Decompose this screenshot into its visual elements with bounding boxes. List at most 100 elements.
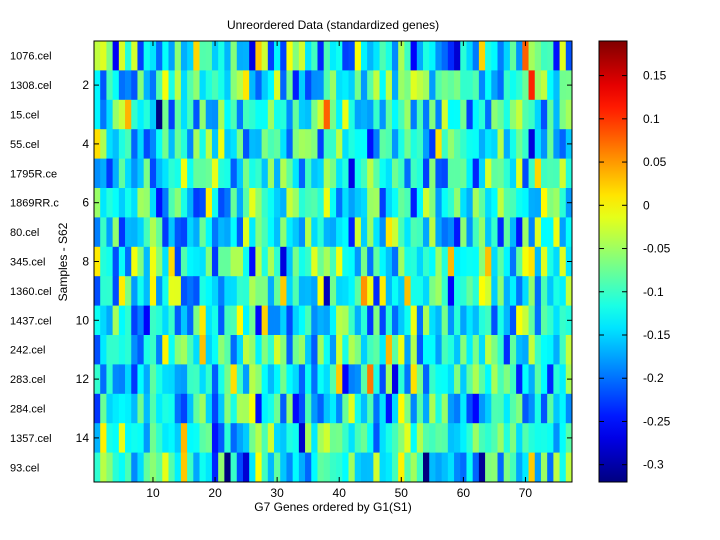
heatmap-cell-r6-c21 — [218, 188, 225, 218]
heatmap-cell-r3-c70 — [522, 99, 529, 130]
heatmap-cell-r10-c30 — [274, 305, 281, 336]
x-axis-ticks: 10 20 30 40 50 60 70 — [146, 41, 532, 500]
heatmap-cell-r15-c13 — [168, 452, 176, 483]
heatmap-cell-r6-c36 — [311, 188, 318, 218]
heatmap-cell-r11-c8 — [137, 335, 145, 365]
heatmap-cell-r15-c71 — [528, 452, 536, 483]
heatmap-cell-r7-c30 — [274, 217, 281, 248]
heatmap-cell-r6-c69 — [516, 188, 523, 218]
heatmap-cell-r11-c25 — [242, 335, 250, 365]
heatmap-cell-r15-c35 — [305, 452, 312, 483]
heatmap-cell-r14-c44 — [360, 423, 368, 453]
heatmap-cell-r4-c26 — [249, 129, 256, 159]
heatmap-cell-r4-c59 — [454, 129, 461, 159]
heatmap-cell-r1-c30 — [274, 41, 281, 71]
heatmap-cell-r11-c29 — [267, 335, 275, 365]
heatmap-cell-r7-c57 — [441, 217, 449, 248]
heatmap-cell-r14-c13 — [168, 423, 176, 453]
heatmap-cell-r10-c35 — [305, 305, 312, 336]
heatmap-cell-r13-c25 — [242, 393, 250, 424]
row-label: 1308.cel — [10, 80, 52, 92]
heatmap-cell-r7-c76 — [559, 217, 567, 248]
heatmap-cell-r9-c10 — [149, 276, 157, 306]
heatmap-cell-r4-c52 — [410, 129, 418, 159]
heatmap-cell-r8-c71 — [528, 246, 536, 277]
heatmap-cell-r4-c28 — [261, 129, 269, 159]
heatmap-cell-r11-c14 — [174, 335, 182, 365]
heatmap-cell-r13-c67 — [503, 393, 511, 424]
heatmap-cell-r3-c53 — [416, 99, 424, 130]
heatmap-cell-r11-c66 — [497, 335, 505, 365]
heatmap-cell-r11-c15 — [180, 335, 188, 365]
heatmap-cell-r15-c12 — [162, 452, 169, 483]
heatmap-cell-r5-c63 — [478, 158, 486, 189]
heatmap-cell-r12-c68 — [509, 364, 517, 395]
heatmap-cell-r2-c38 — [323, 70, 331, 101]
heatmap-cell-r5-c66 — [497, 158, 505, 189]
heatmap-cell-r14-c21 — [218, 423, 225, 453]
y-axis-ticks: 2 4 6 8 10 12 14 — [76, 78, 572, 445]
heatmap-cell-r14-c32 — [286, 423, 294, 453]
heatmap-cell-r3-c51 — [404, 99, 411, 130]
heatmap-cell-r6-c56 — [435, 188, 443, 218]
y-tick-label: 10 — [76, 313, 90, 327]
heatmap-cell-r3-c16 — [187, 99, 194, 130]
heatmap-cell-r10-c55 — [429, 305, 436, 336]
heatmap-cell-r6-c47 — [379, 188, 387, 218]
heatmap-cell-r13-c64 — [485, 393, 492, 424]
heatmap-cell-r14-c4 — [112, 423, 120, 453]
heatmap-cell-r2-c10 — [149, 70, 157, 101]
heatmap-cell-r4-c7 — [131, 129, 138, 159]
heatmap-cell-r1-c41 — [342, 41, 349, 71]
heatmap-cell-r14-c60 — [460, 423, 467, 453]
row-label: 1360.cel — [10, 286, 52, 298]
heatmap-cell-r4-c67 — [503, 129, 511, 159]
heatmap-cell-r4-c45 — [367, 129, 374, 159]
heatmap-cell-r10-c13 — [168, 305, 176, 336]
heatmap-cell-r14-c73 — [540, 423, 548, 453]
heatmap-cell-r15-c43 — [354, 452, 362, 483]
heatmap-cell-r9-c60 — [460, 276, 467, 306]
heatmap-cell-r4-c42 — [348, 129, 356, 159]
heatmap-cell-r15-c30 — [274, 452, 281, 483]
heatmap-cell-r14-c56 — [435, 423, 443, 453]
heatmap-cell-r13-c58 — [447, 393, 455, 424]
heatmap-cell-r4-c14 — [174, 129, 182, 159]
heatmap-cell-r4-c22 — [224, 129, 231, 159]
heatmap-cell-r8-c10 — [149, 246, 157, 277]
heatmap-cell-r13-c54 — [423, 393, 430, 424]
heatmap-cell-r2-c37 — [317, 70, 325, 101]
heatmap-cell-r14-c50 — [398, 423, 405, 453]
heatmap-cell-r8-c76 — [559, 246, 567, 277]
y-tick-label: 6 — [82, 196, 89, 210]
heatmap-cell-r8-c50 — [398, 246, 405, 277]
heatmap-cell-r10-c4 — [112, 305, 120, 336]
heatmap-cell-r4-c9 — [143, 129, 151, 159]
heatmap-cell-r12-c76 — [559, 364, 567, 395]
heatmap-cell-r7-c1 — [94, 217, 101, 248]
heatmap-cell-r15-c49 — [391, 452, 399, 483]
heatmap-cell-r10-c48 — [385, 305, 393, 336]
heatmap-cell-r2-c35 — [305, 70, 312, 101]
row-labels: 1076.cel 1308.cel 15.cel 55.cel 1795R.ce 1869… — [10, 51, 59, 475]
heatmap-cell-r15-c39 — [329, 452, 337, 483]
heatmap-cell-r14-c47 — [379, 423, 387, 453]
heatmap-cell-r8-c54 — [423, 246, 430, 277]
heatmap-cell-r12-c64 — [485, 364, 492, 395]
heatmap-cell-r5-c68 — [509, 158, 517, 189]
heatmap-cell-r12-c40 — [336, 364, 343, 395]
heatmap-cell-r7-c27 — [255, 217, 263, 248]
heatmap-cell-r9-c29 — [267, 276, 275, 306]
heatmap-cell-r5-c7 — [131, 158, 138, 189]
row-label: 283.cel — [10, 374, 45, 386]
heatmap-cell-r12-c31 — [280, 364, 287, 395]
heatmap-cell-r14-c20 — [211, 423, 219, 453]
heatmap-cell-r13-c34 — [298, 393, 306, 424]
heatmap-cell-r14-c71 — [528, 423, 536, 453]
heatmap-cell-r13-c5 — [118, 393, 126, 424]
heatmap-cell-r7-c28 — [261, 217, 269, 248]
heatmap-cell-r5-c59 — [454, 158, 461, 189]
heatmap-cell-r6-c44 — [360, 188, 368, 218]
heatmap-cell-r8-c72 — [534, 246, 542, 277]
heatmap-cell-r14-c48 — [385, 423, 393, 453]
